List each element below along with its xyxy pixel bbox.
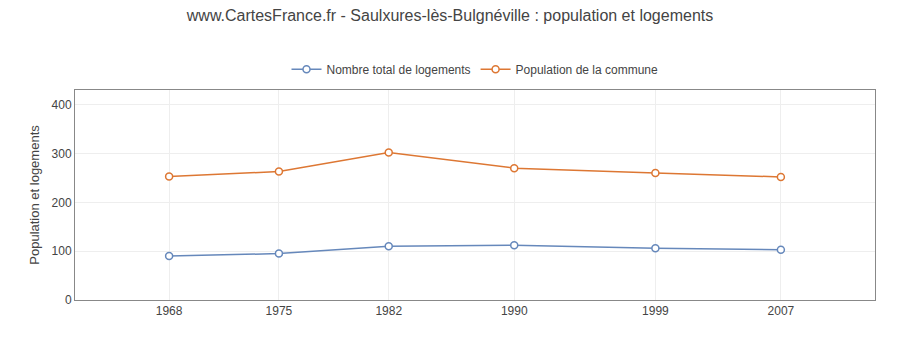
svg-text:1999: 1999 (642, 304, 669, 318)
svg-text:1968: 1968 (156, 304, 183, 318)
svg-text:1982: 1982 (375, 304, 402, 318)
svg-text:Nombre total de logements: Nombre total de logements (327, 63, 471, 77)
svg-text:0: 0 (65, 293, 72, 307)
svg-text:Population et logements: Population et logements (27, 125, 42, 265)
svg-text:400: 400 (52, 98, 72, 112)
svg-text:2007: 2007 (768, 304, 795, 318)
svg-text:300: 300 (52, 147, 72, 161)
svg-text:100: 100 (52, 244, 72, 258)
svg-text:www.CartesFrance.fr - Saulxure: www.CartesFrance.fr - Saulxures-lès-Bulg… (186, 7, 713, 24)
svg-text:1975: 1975 (266, 304, 293, 318)
svg-text:Population de la commune: Population de la commune (516, 63, 658, 77)
svg-text:1990: 1990 (501, 304, 528, 318)
svg-text:200: 200 (52, 196, 72, 210)
